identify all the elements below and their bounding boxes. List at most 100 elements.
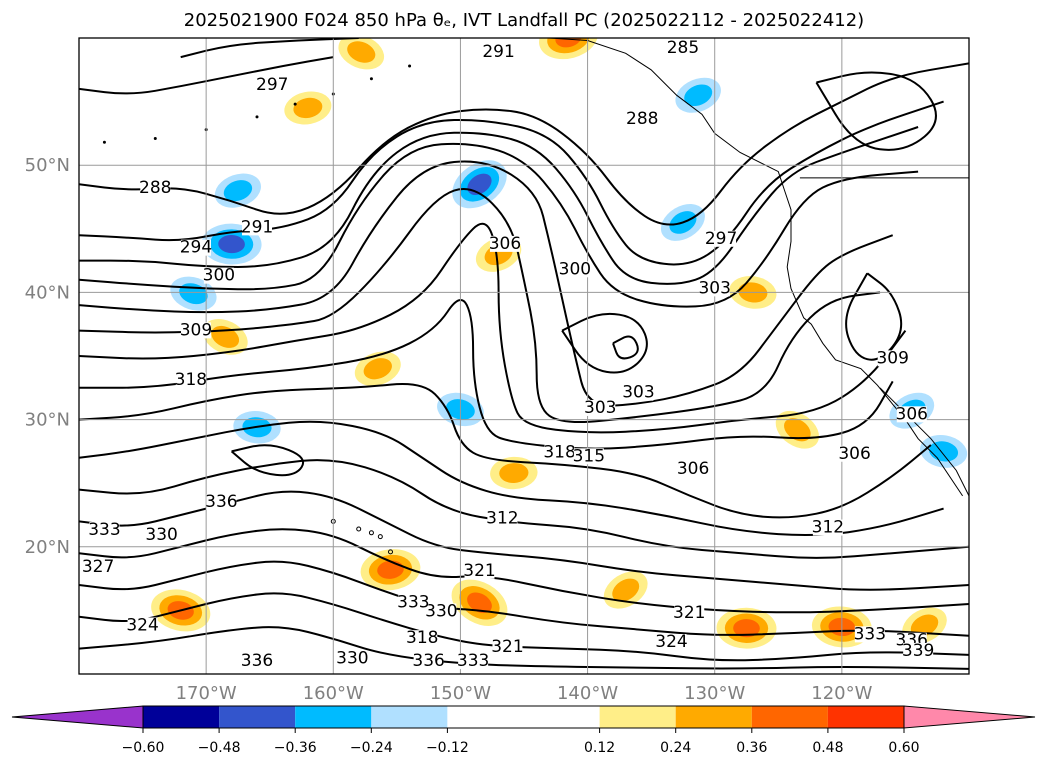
contour-label: 318 xyxy=(175,370,207,390)
colorbar-tick-label: −0.36 xyxy=(274,740,317,756)
chart-title: 2025021900 F024 850 hPa θₑ, IVT Landfall… xyxy=(184,10,864,31)
colorbar-tick-label: 0.48 xyxy=(812,740,843,756)
contour-label-background xyxy=(483,43,514,60)
contour-label: 333 xyxy=(854,624,886,644)
aleutian-island xyxy=(408,64,412,68)
colorbar-swatch xyxy=(827,706,904,728)
colorbar-tick-label: −0.24 xyxy=(350,740,393,756)
theta-e-contour-line xyxy=(79,528,969,614)
contour-label-background xyxy=(699,280,730,297)
colorbar-swatch xyxy=(295,706,372,728)
contour-label: 306 xyxy=(489,234,521,254)
contour-label-background xyxy=(627,111,658,128)
contour-label: 330 xyxy=(145,525,177,545)
contour-label-background xyxy=(667,39,698,56)
contour-label-background xyxy=(464,562,495,579)
contour-label: 327 xyxy=(82,557,114,577)
x-tick-label: 170°W xyxy=(176,683,237,704)
pc-shaded-region xyxy=(467,173,492,195)
x-tick-label: 150°W xyxy=(430,683,491,704)
pc-shaded-region xyxy=(784,418,811,442)
contour-label: 303 xyxy=(584,398,616,418)
contour-label: 291 xyxy=(482,42,514,62)
contour-label-background xyxy=(489,235,520,252)
contour-label-background xyxy=(337,650,368,667)
contour-label: 315 xyxy=(573,446,605,466)
aleutian-island xyxy=(293,102,297,106)
contour-label: 294 xyxy=(180,238,212,258)
contour-label-background xyxy=(585,399,616,416)
theta-e-contour-line xyxy=(79,160,894,407)
contour-label: 291 xyxy=(241,217,273,237)
theta-e-contour-line xyxy=(612,335,639,360)
contour-label: 312 xyxy=(486,509,518,529)
x-tick-label: 130°W xyxy=(684,683,745,704)
contour-label-background xyxy=(706,230,737,247)
colorbar-swatch xyxy=(219,706,296,728)
theta-e-contour-line xyxy=(79,490,969,591)
contour-label-background xyxy=(242,219,272,236)
contour-label: 288 xyxy=(626,109,658,129)
contour-label-background xyxy=(854,626,885,643)
contour-label: 309 xyxy=(876,348,908,368)
contour-label-background xyxy=(573,448,604,465)
theta-e-contour-line xyxy=(79,142,919,308)
contour-label-background xyxy=(140,179,171,196)
x-tick-labels: 170°W 160°W 150°W 140°W 130°W 120°W xyxy=(176,683,873,704)
contour-label: 321 xyxy=(491,637,523,657)
y-tick-label: 30°N xyxy=(25,410,70,431)
contour-label: 330 xyxy=(336,649,368,669)
colorbar-extend-high xyxy=(903,705,1036,729)
contour-label-background xyxy=(180,239,211,256)
hawaiian-island xyxy=(368,530,374,536)
theta-e-contour-line xyxy=(230,444,305,477)
colorbar-swatch xyxy=(371,706,448,728)
hawaiian-island xyxy=(377,534,383,540)
contour-label: 303 xyxy=(622,383,654,403)
pc-shaded-region xyxy=(293,97,323,119)
x-tick-label: 160°W xyxy=(303,683,364,704)
colorbar-swatch xyxy=(751,706,828,728)
contour-label-background xyxy=(407,630,438,647)
contour-label-background xyxy=(674,604,705,621)
contour-label: 324 xyxy=(126,615,158,635)
theta-e-contour-line xyxy=(79,299,894,450)
pc-shaded-region xyxy=(363,358,392,380)
colorbar: −0.60 −0.48 −0.36 −0.24 −0.12 0.12 0.24 0.36 0.4… xyxy=(11,705,1036,756)
contour-label: 306 xyxy=(677,459,709,479)
contour-label-background xyxy=(83,558,114,575)
pc-shaded-region xyxy=(612,578,640,602)
contour-label: 297 xyxy=(705,229,737,249)
theta-e-contour-line xyxy=(561,312,648,374)
y-tick-labels: 20°N 30°N 40°N 50°N xyxy=(25,155,70,558)
contour-label-background xyxy=(656,634,687,651)
contour-label-background xyxy=(559,261,590,278)
contour-label-background xyxy=(544,444,575,461)
contour-label-background xyxy=(877,350,908,367)
pc-shaded-region xyxy=(910,614,939,637)
colorbar-swatch xyxy=(599,706,676,728)
colorbar-tick-label: 0.60 xyxy=(888,740,919,756)
aleutian-island xyxy=(153,136,157,140)
colorbar-tick-label: 0.24 xyxy=(660,740,691,756)
colorbar-tick-label: −0.48 xyxy=(198,740,241,756)
pc-shaded-region xyxy=(499,463,529,483)
contour-label-background xyxy=(242,653,272,670)
contour-label: 300 xyxy=(559,259,591,279)
pc-shaded-region xyxy=(684,84,713,107)
y-tick-label: 20°N xyxy=(25,537,70,558)
contour-label-background xyxy=(839,445,870,462)
colorbar-tick-label: 0.36 xyxy=(736,740,767,756)
contour-label: 318 xyxy=(406,628,438,648)
pc-shaded-region xyxy=(223,180,253,202)
colorbar-swatch xyxy=(143,706,220,728)
contour-label: 312 xyxy=(812,518,844,538)
contour-label: 297 xyxy=(256,75,288,95)
theta-e-contour-line xyxy=(79,383,932,519)
contour-label: 339 xyxy=(902,641,934,661)
theta-e-contour-line xyxy=(79,126,919,285)
aleutian-island xyxy=(255,115,259,119)
pc-shaded-region xyxy=(555,38,582,48)
contour-label: 288 xyxy=(139,178,171,198)
contour-label-background xyxy=(812,519,843,536)
